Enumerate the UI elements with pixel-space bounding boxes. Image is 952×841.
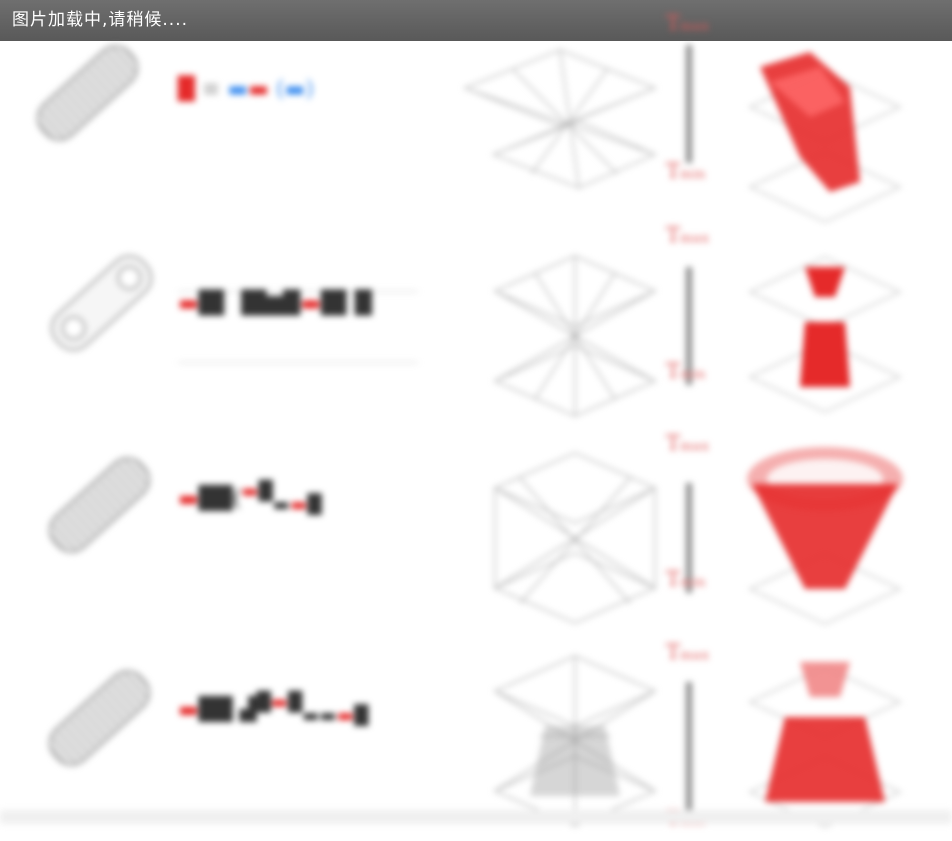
formula-image: █ ≡ ▬▬ (▬) — [178, 77, 314, 102]
formula-image: ▬█▌▐█▆█▬█▌█ — [178, 291, 372, 316]
temperature-axis — [686, 483, 692, 593]
wireframe-diagram — [493, 255, 657, 417]
figure-row-3: ▬██(▬█▬▬█ Tₘₐₓ Tₘᵢₙ — [0, 431, 952, 638]
figure-bottom-edge — [0, 810, 952, 824]
figure-row-2: ▬█▌▐█▆█▬█▌█ Tₘₐₓ Tₘᵢₙ — [0, 223, 952, 436]
loading-text: 图片加载中,请稍候.... — [12, 10, 189, 30]
axis-bottom-label: Tₘᵢₙ — [666, 159, 707, 183]
lattice-strip-image — [28, 36, 147, 150]
lattice-strip-image — [40, 661, 159, 775]
blurred-figure-image: █ ≡ ▬▬ (▬) Tₘₐₓ Tₘᵢₙ — [0, 11, 952, 830]
figure-row-1: █ ≡ ▬▬ (▬) Tₘₐₓ Tₘᵢₙ — [0, 11, 952, 246]
temperature-axis — [686, 682, 692, 812]
temperature-axis — [686, 267, 692, 385]
axis-top-label: Tₘₐₓ — [666, 11, 710, 35]
axis-top-label: Tₘₐₓ — [666, 431, 710, 455]
cone-diagram — [748, 662, 902, 828]
wireframe-diagram — [463, 49, 657, 189]
cone-diagram — [748, 52, 902, 223]
axis-bottom-label: Tₘᵢₙ — [666, 359, 707, 383]
cone-diagram — [748, 256, 902, 413]
temperature-axis — [686, 45, 692, 163]
formula-frame — [178, 291, 418, 363]
formula-image: ▬██(▬█▬▬█ — [178, 481, 322, 516]
axis-bottom-label: Tₘᵢₙ — [666, 567, 707, 591]
cone-diagram — [747, 447, 903, 625]
axis-top-label: Tₘₐₓ — [666, 640, 710, 664]
axis-top-label: Tₘₐₓ — [666, 223, 710, 247]
image-loading-bar: 图片加载中,请稍候.... — [0, 0, 952, 41]
lattice-strip-image — [40, 448, 159, 562]
wireframe-diagram — [493, 655, 657, 827]
wireframe-diagram — [493, 452, 657, 624]
formula-image: ▬██ ▟█▬█▬▬▬█ — [178, 692, 369, 727]
lattice-strip-image — [42, 246, 161, 360]
figure-row-4: ▬██ ▟█▬█▬▬▬█ Tₘₐₓ Tₘᵢₙ — [0, 636, 952, 841]
